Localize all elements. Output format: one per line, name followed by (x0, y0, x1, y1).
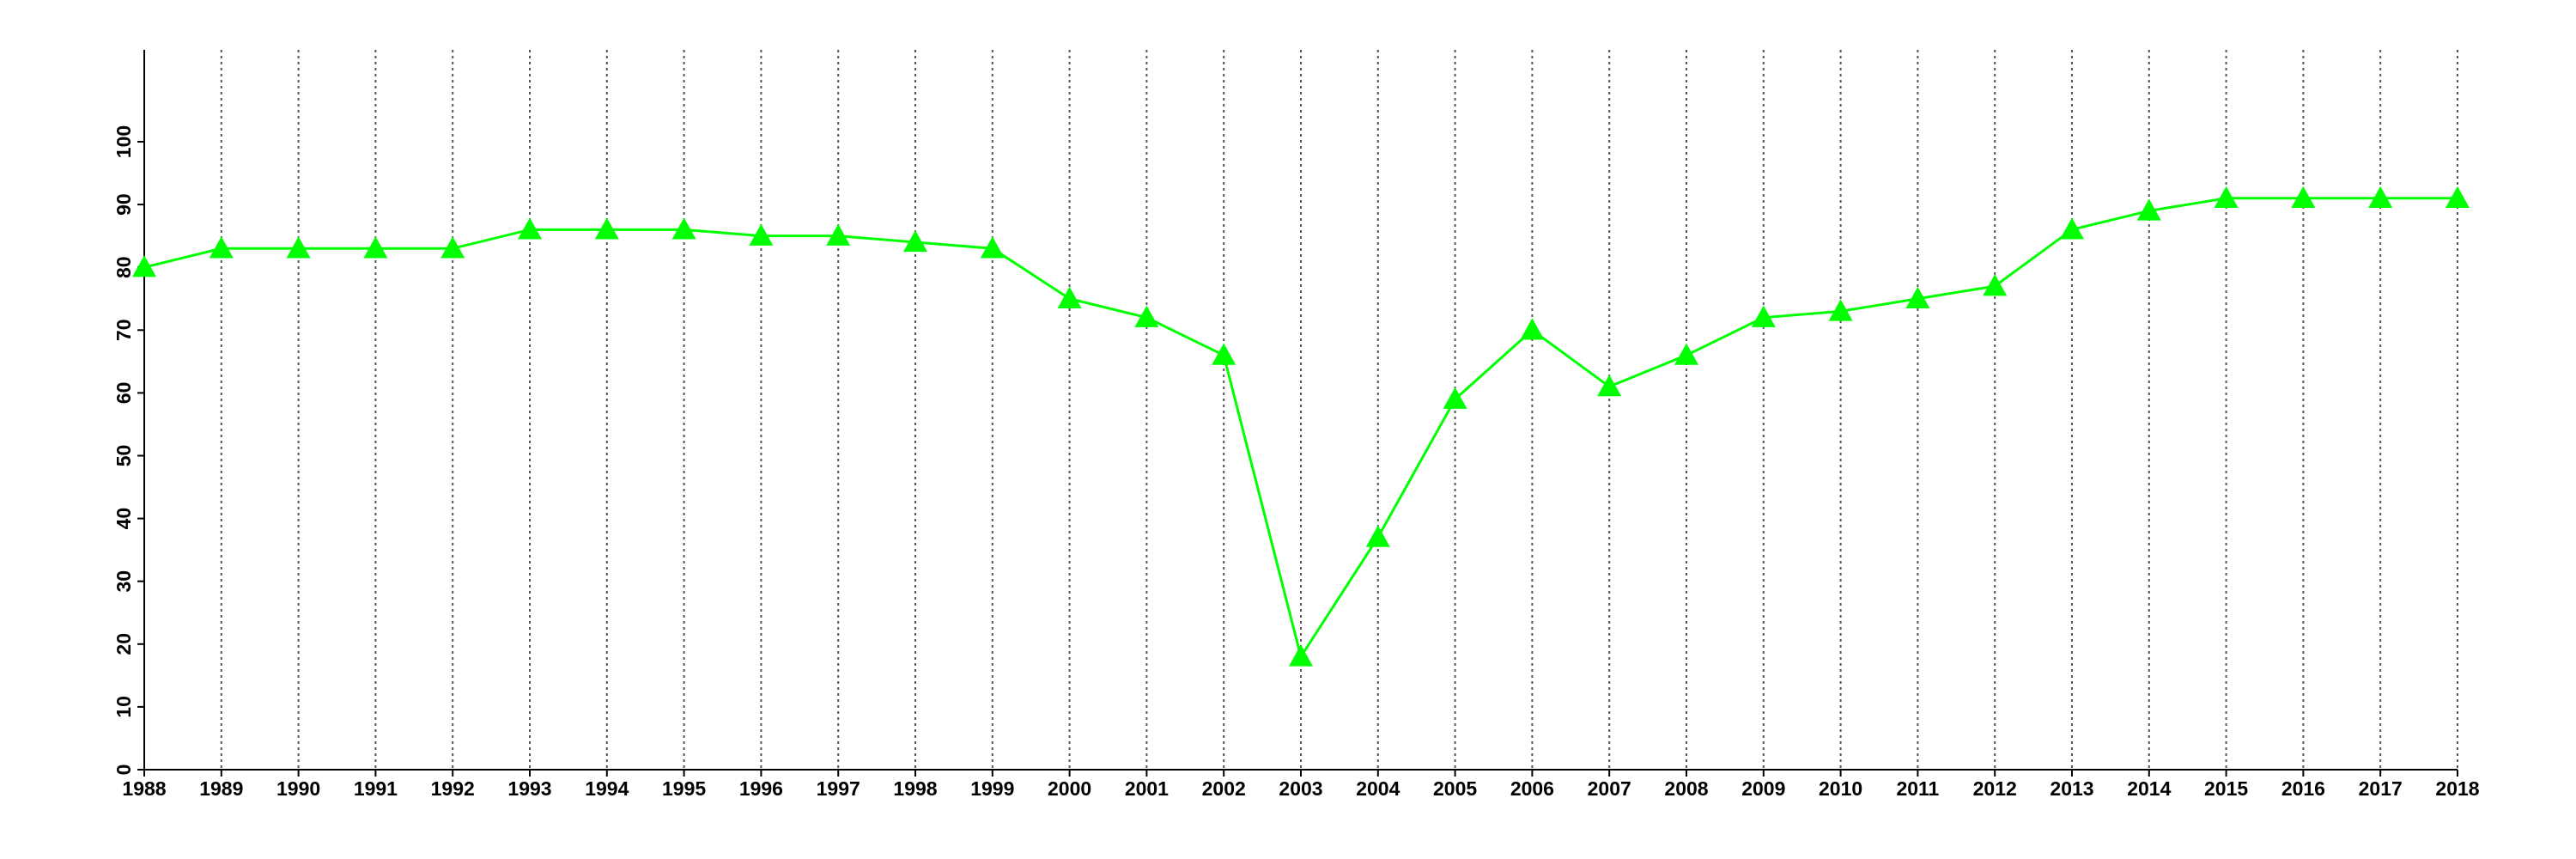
data-marker (1751, 305, 1776, 327)
data-marker (1983, 274, 2008, 296)
data-marker (2214, 186, 2239, 208)
data-marker (1828, 299, 1853, 321)
y-tick-label: 80 (112, 256, 135, 278)
x-tick-label: 2014 (2127, 777, 2171, 800)
y-tick-label: 10 (112, 696, 135, 718)
data-marker (1597, 375, 1622, 397)
y-tick-label: 30 (112, 570, 135, 593)
x-tick-label: 2003 (1279, 777, 1322, 800)
y-tick-label: 20 (112, 633, 135, 655)
x-tick-label: 2010 (1819, 777, 1862, 800)
data-marker (826, 223, 851, 246)
x-tick-label: 2018 (2435, 777, 2479, 800)
data-marker (671, 217, 696, 240)
y-tick-label: 100 (112, 125, 135, 158)
data-marker (2445, 186, 2470, 208)
data-marker (980, 236, 1005, 259)
x-tick-label: 2015 (2204, 777, 2248, 800)
x-tick-label: 2000 (1048, 777, 1091, 800)
x-tick-label: 2007 (1588, 777, 1631, 800)
x-tick-label: 2017 (2359, 777, 2403, 800)
y-tick-label: 70 (112, 320, 135, 342)
x-tick-label: 1997 (817, 777, 860, 800)
data-marker (1365, 525, 1390, 547)
y-tick-label: 90 (112, 193, 135, 216)
x-tick-label: 1990 (276, 777, 320, 800)
x-tick-label: 1988 (122, 777, 166, 800)
data-marker (1134, 305, 1159, 327)
data-marker (1443, 387, 1467, 409)
data-marker (440, 236, 465, 259)
y-tick-label: 50 (112, 445, 135, 467)
x-tick-label: 2012 (1973, 777, 2017, 800)
data-marker (1212, 343, 1236, 365)
x-tick-label: 1994 (585, 777, 629, 800)
data-marker (1289, 644, 1313, 667)
data-marker (2060, 217, 2084, 240)
data-marker (1057, 286, 1082, 308)
x-tick-label: 2002 (1202, 777, 1246, 800)
data-marker (2136, 198, 2161, 221)
data-marker (2291, 186, 2316, 208)
y-tick-label: 0 (112, 765, 135, 776)
x-tick-label: 2006 (1510, 777, 1554, 800)
y-tick-label: 40 (112, 508, 135, 530)
data-marker (2368, 186, 2393, 208)
x-tick-label: 1996 (739, 777, 783, 800)
x-tick-label: 1989 (199, 777, 243, 800)
data-marker (903, 229, 927, 253)
x-tick-label: 2013 (2050, 777, 2093, 800)
x-tick-label: 2016 (2281, 777, 2325, 800)
x-tick-label: 2009 (1741, 777, 1785, 800)
x-tick-label: 1995 (662, 777, 706, 800)
data-marker (749, 223, 774, 246)
data-marker (518, 217, 542, 240)
data-marker (594, 217, 619, 240)
data-marker (132, 255, 156, 277)
x-tick-label: 1991 (354, 777, 398, 800)
x-tick-label: 1999 (970, 777, 1014, 800)
y-tick-label: 60 (112, 382, 135, 405)
x-tick-label: 2008 (1664, 777, 1708, 800)
data-marker (1520, 318, 1545, 340)
x-tick-label: 1998 (893, 777, 937, 800)
data-marker (209, 236, 234, 259)
data-marker (286, 236, 311, 259)
x-tick-label: 2001 (1125, 777, 1169, 800)
data-marker (363, 236, 388, 259)
x-tick-label: 1992 (431, 777, 475, 800)
data-marker (1674, 343, 1698, 365)
x-tick-label: 2011 (1896, 777, 1939, 800)
x-tick-label: 2005 (1433, 777, 1477, 800)
x-tick-label: 2004 (1356, 777, 1400, 800)
data-marker (1905, 286, 1930, 308)
x-tick-label: 1993 (507, 777, 551, 800)
